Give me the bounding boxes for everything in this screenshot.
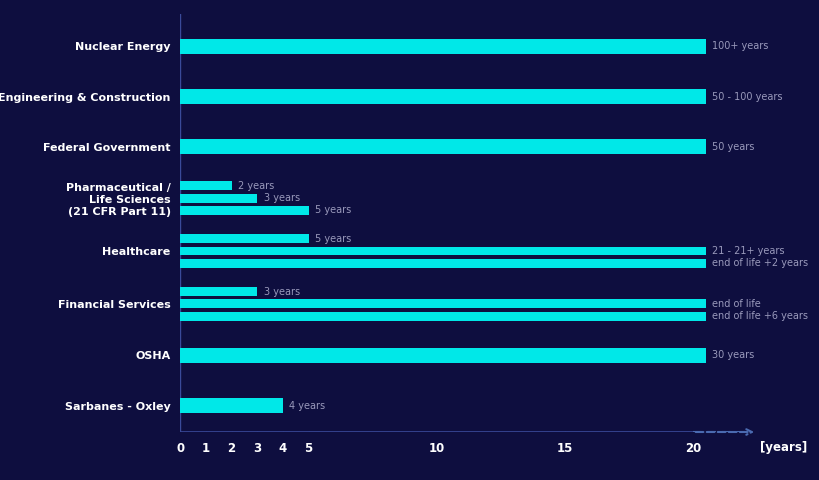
Bar [180,398,283,413]
Text: 3 years: 3 years [264,193,300,203]
Bar [180,348,705,363]
Text: 3 years: 3 years [264,287,300,297]
Text: 5 years: 5 years [314,205,351,216]
Bar [180,300,705,308]
Bar [180,194,257,203]
Text: 2 years: 2 years [238,181,274,191]
Text: end of life: end of life [711,299,760,309]
Bar [180,38,705,54]
Text: 4 years: 4 years [289,400,325,410]
Bar [180,287,257,296]
Bar [180,206,308,215]
Bar [180,89,705,104]
Bar [180,259,705,268]
Bar [180,247,705,255]
Text: 5 years: 5 years [314,234,351,244]
Text: [years]: [years] [758,441,806,454]
Text: 50 - 100 years: 50 - 100 years [711,92,781,102]
Bar [180,312,705,321]
Text: 100+ years: 100+ years [711,41,767,51]
Text: 50 years: 50 years [711,142,753,152]
Bar [180,139,705,155]
Text: end of life +2 years: end of life +2 years [711,258,808,268]
Bar [180,234,308,243]
Text: 21 - 21+ years: 21 - 21+ years [711,246,784,256]
Bar [180,181,232,191]
Text: end of life +6 years: end of life +6 years [711,311,808,321]
Text: 30 years: 30 years [711,350,753,360]
